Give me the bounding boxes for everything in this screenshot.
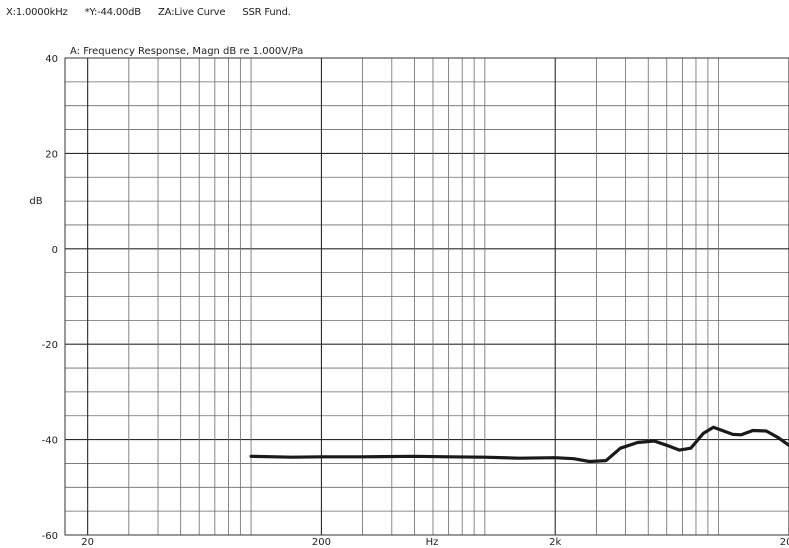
plot-frame bbox=[64, 57, 789, 536]
data-point bbox=[777, 437, 779, 439]
x-cursor-readout: X:1.0000kHz bbox=[6, 7, 68, 18]
data-point bbox=[740, 434, 742, 436]
data-point bbox=[678, 449, 681, 451]
data-point bbox=[320, 456, 323, 458]
data-point bbox=[588, 460, 590, 463]
x-axis-label: Hz bbox=[426, 537, 439, 548]
x-tick-label: 20k bbox=[780, 537, 789, 548]
y-tick-label: 20 bbox=[45, 149, 58, 160]
data-point bbox=[518, 457, 520, 459]
data-point bbox=[690, 447, 692, 449]
x-tick-label: 2k bbox=[549, 537, 561, 548]
data-point bbox=[666, 444, 668, 446]
analysis-mode-readout: SSR Fund. bbox=[242, 7, 291, 18]
y-tick-label: -40 bbox=[42, 436, 58, 447]
data-point bbox=[722, 430, 725, 432]
z-curve-readout: ZA:Live Curve bbox=[157, 7, 226, 18]
data-point bbox=[605, 459, 607, 462]
data-point bbox=[752, 429, 754, 432]
y-tick-label: 40 bbox=[45, 54, 58, 65]
data-point bbox=[712, 426, 715, 428]
y-cursor-readout: *Y:-44.00dB bbox=[84, 7, 142, 18]
data-point bbox=[765, 430, 767, 432]
data-point bbox=[702, 432, 704, 434]
x-tick-label: 20 bbox=[81, 537, 94, 548]
data-point bbox=[636, 441, 639, 444]
cursor-readout: X:1.0000kHz *Y:-44.00dB ZA:Live Curve SS… bbox=[6, 7, 305, 18]
y-tick-label: 0 bbox=[52, 245, 58, 256]
data-point bbox=[413, 455, 416, 457]
y-tick-label: -60 bbox=[42, 531, 58, 542]
data-point bbox=[573, 458, 575, 460]
data-point bbox=[619, 447, 621, 449]
y-axis-label: dB bbox=[29, 196, 42, 207]
data-point bbox=[250, 455, 252, 457]
data-point bbox=[484, 456, 486, 458]
data-point bbox=[732, 433, 734, 435]
chart-grid bbox=[65, 57, 789, 536]
x-tick-label: 200 bbox=[312, 537, 331, 548]
y-tick-label: -20 bbox=[42, 340, 58, 351]
chart-title: A: Frequency Response, Magn dB re 1.000V… bbox=[70, 46, 303, 57]
data-point bbox=[448, 456, 450, 458]
data-point bbox=[653, 440, 655, 442]
data-point bbox=[554, 457, 556, 459]
data-point bbox=[291, 456, 293, 458]
data-point bbox=[362, 456, 364, 458]
